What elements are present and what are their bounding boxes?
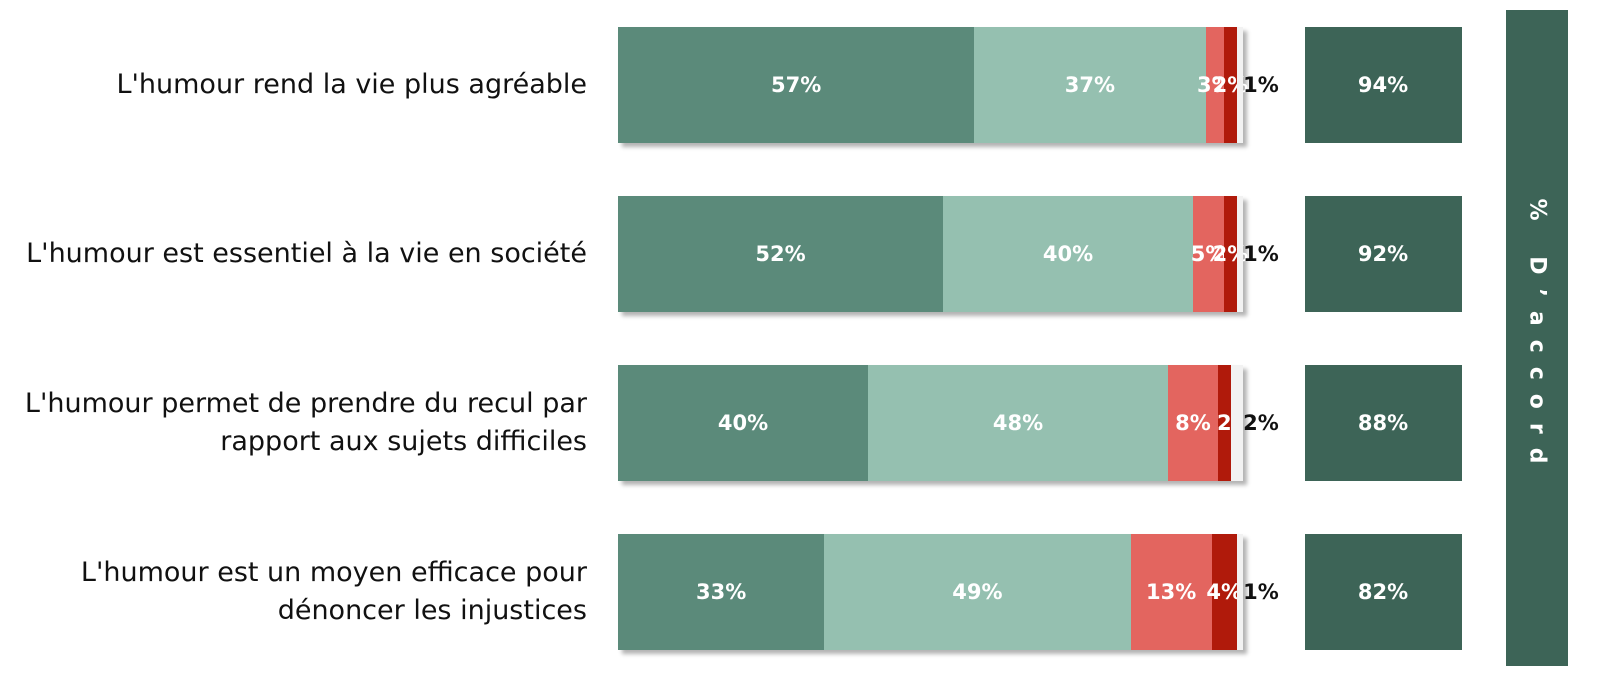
bar-segment (618, 196, 943, 312)
bar-segment (1224, 196, 1237, 312)
data-label: 37% (1064, 73, 1116, 97)
data-label: 2 (1216, 411, 1232, 435)
side-title: % D’accord (1524, 198, 1550, 478)
data-label: 40% (1042, 242, 1094, 266)
category-label: L'humour est essentiel à la vie en socié… (26, 238, 587, 269)
bar-segment (1230, 365, 1243, 481)
bar-segment (618, 365, 868, 481)
bar-segment (1236, 534, 1243, 650)
bar-segment (1130, 534, 1212, 650)
total-box (1305, 196, 1462, 312)
total-box (1305, 27, 1462, 143)
bar-segment (1224, 27, 1237, 143)
category-label: L'humour rend la vie plus agréable (116, 69, 587, 100)
total-box (1305, 365, 1462, 481)
total-label: 92% (1357, 242, 1409, 266)
bar-segment (1193, 196, 1225, 312)
category-label: L'humour permet de prendre du recul par (24, 388, 587, 419)
bar-segment (618, 27, 975, 143)
data-label: 33% (695, 580, 747, 604)
data-label: 57% (770, 73, 822, 97)
data-label: 40% (717, 411, 769, 435)
bar-segment (618, 534, 825, 650)
category-label: rapport aux sujets difficiles (220, 426, 587, 457)
data-label: 13% (1145, 580, 1197, 604)
bar-segment (943, 196, 1193, 312)
total-label: 82% (1357, 580, 1409, 604)
data-label: 48% (992, 411, 1044, 435)
bar-segment (1168, 365, 1218, 481)
data-label: 4% (1206, 580, 1243, 604)
data-label: 2% (1243, 411, 1279, 435)
category-label: dénoncer les injustices (277, 595, 587, 626)
bar-segment (1218, 365, 1231, 481)
bar-segment (974, 27, 1206, 143)
bar-segment (1236, 196, 1243, 312)
total-box (1305, 534, 1462, 650)
side-panel: % D’accord (1506, 10, 1568, 666)
bar-segment (1211, 534, 1237, 650)
data-label: 1% (1243, 73, 1279, 97)
bar-segment (824, 534, 1131, 650)
data-label: 1% (1243, 580, 1279, 604)
data-label: 8% (1175, 411, 1211, 435)
data-label: 52% (755, 242, 806, 266)
total-label: 94% (1357, 73, 1409, 97)
total-label: 88% (1357, 411, 1409, 435)
category-label: L'humour est un moyen efficace pour (80, 557, 587, 588)
bar-segment (1236, 27, 1243, 143)
data-label: 5% (1190, 242, 1227, 266)
bar-segment (1205, 27, 1225, 143)
bar-segment (868, 365, 1168, 481)
data-label: 1% (1243, 242, 1279, 266)
data-label: 49% (952, 580, 1003, 604)
